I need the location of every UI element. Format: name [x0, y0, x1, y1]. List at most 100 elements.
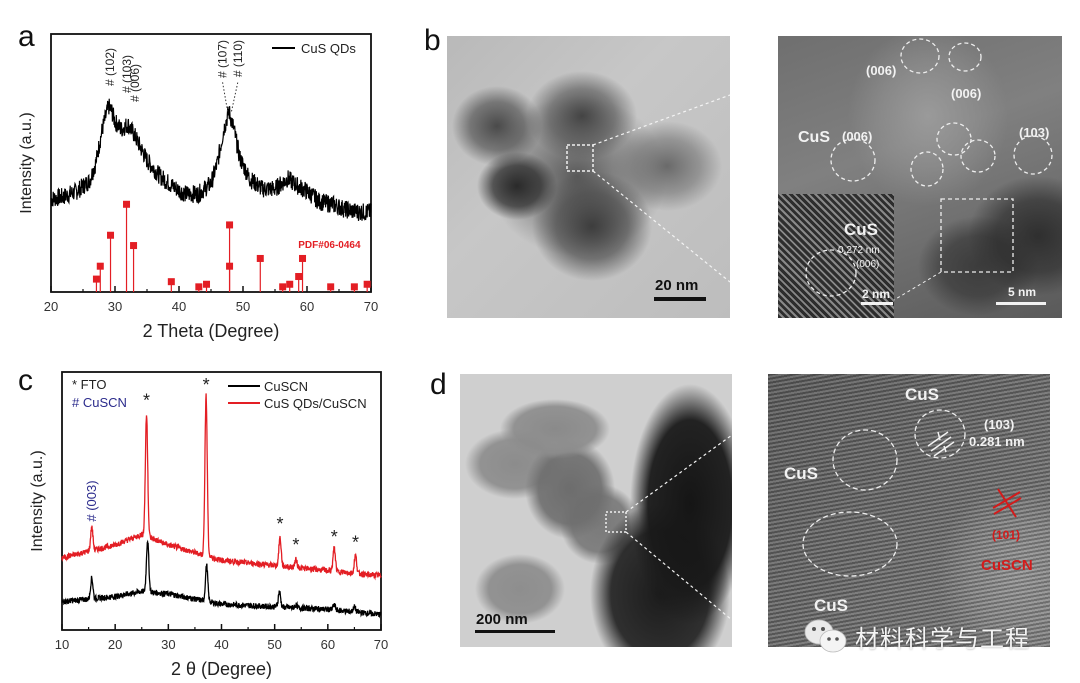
reference-peak-marker — [363, 280, 371, 288]
plane-label-006-main: (006) — [842, 129, 873, 144]
reference-peak-marker — [167, 278, 175, 286]
series-line — [50, 98, 372, 221]
y-axis-label: Intensity (a.u.) — [18, 112, 35, 213]
cus-label-bottom: CuS — [814, 596, 848, 615]
scale-bar-label: 20 nm — [655, 277, 699, 294]
xrd-plot-c: 10 20 30 40 50 60 70 2 θ (Degree) Intensity (a.u… — [29, 371, 388, 679]
plot-frame — [50, 33, 372, 293]
fto-peak-marker: * — [292, 535, 299, 555]
panel-label-b: b — [424, 24, 441, 57]
panel-label-a: a — [18, 20, 35, 53]
reference-peak-marker — [299, 254, 307, 262]
scale-bar — [996, 302, 1046, 305]
plane-label-006-top-right: (006) — [951, 86, 982, 101]
scale-bar-label: 5 nm — [1008, 285, 1037, 299]
scale-bar — [654, 297, 706, 301]
peak-annotation: # (107) — [216, 40, 230, 78]
x-tick-label: 50 — [236, 299, 250, 314]
inset-scale-bar-label: 2 nm — [862, 287, 891, 301]
reference-peak-marker — [130, 242, 138, 250]
hrtem-image-cus: (006) (006) CuS (006) (103) CuS 0.272 nm… — [778, 36, 1062, 318]
inset-scale-bar — [861, 302, 893, 305]
fto-peak-marker: * — [203, 375, 210, 395]
reference-label: PDF#06-0464 — [298, 240, 361, 251]
lattice-annotations — [802, 409, 1022, 577]
cus-label: CuS — [798, 129, 830, 146]
plane-label-103: (103) — [984, 417, 1015, 432]
peak-annotation: # (110) — [231, 40, 245, 77]
reference-peak-marker — [226, 262, 234, 270]
fto-peak-marker: * — [143, 390, 150, 410]
panel-label-d: d — [430, 368, 447, 401]
reference-peak-marker — [295, 273, 303, 281]
plane-label-006-top-left: (006) — [866, 63, 897, 78]
peak-annotation: # (103) — [120, 55, 134, 93]
legend-label: CuS QDs — [301, 41, 356, 56]
lattice-annotations — [805, 38, 1053, 301]
reference-peak-marker — [350, 283, 358, 291]
xrd-plot-a: 20 30 40 50 60 70 2 Theta (Degree) Intensity (a… — [18, 33, 378, 341]
fto-peak-marker: * — [331, 527, 338, 547]
cus-label-top: CuS — [905, 385, 939, 404]
x-tick-label: 20 — [108, 637, 122, 652]
reference-peak-marker — [286, 280, 294, 288]
x-tick-label: 70 — [364, 299, 378, 314]
peak-annotation: # (003) — [84, 480, 99, 521]
reference-peak-marker — [279, 283, 287, 291]
x-tick-label: 30 — [108, 299, 122, 314]
reference-peak-marker — [226, 221, 234, 229]
reference-peak-marker — [195, 283, 203, 291]
panel-label-c: c — [18, 364, 33, 397]
scale-bar — [475, 630, 555, 633]
lattice-spacing-label: 0.281 nm — [969, 434, 1025, 449]
x-tick-label: 60 — [321, 637, 335, 652]
x-tick-label: 20 — [44, 299, 58, 314]
reference-peak-marker — [96, 262, 104, 270]
x-tick-label: 70 — [374, 637, 388, 652]
wechat-icon — [804, 619, 847, 653]
hrtem-image-cus-cuscn: CuS (103) 0.281 nm CuS (101) CuSCN CuS — [768, 374, 1050, 647]
x-tick-label: 60 — [300, 299, 314, 314]
xrd-chart-cus-qds: 20 30 40 50 60 70 2 Theta (Degree) Intensity (a… — [0, 0, 400, 345]
inset-cus-label: CuS — [844, 220, 878, 239]
marker-legend-cuscn: # CuSCN — [72, 395, 127, 410]
fto-peak-marker: * — [276, 514, 283, 534]
reference-peak-marker — [107, 231, 115, 239]
inset-plane-label: (006) — [856, 259, 880, 270]
plane-label-103: (103) — [1019, 125, 1050, 140]
tem-image-cuscn-overview: 200 nm — [460, 374, 732, 647]
reference-peak-marker — [123, 200, 131, 208]
selection-box — [566, 144, 594, 172]
x-tick-label: 40 — [214, 637, 228, 652]
xrd-chart-cuscn: 10 20 30 40 50 60 70 2 θ (Degree) Intensity (a.u… — [0, 345, 400, 683]
series-line — [61, 393, 382, 581]
cuscn-label: CuSCN — [981, 557, 1033, 574]
x-tick-label: 30 — [161, 637, 175, 652]
marker-legend-fto: * FTO — [72, 377, 106, 392]
cus-label-left: CuS — [784, 464, 818, 483]
reference-peak-marker — [92, 275, 100, 283]
x-axis-label: 2 θ (Degree) — [171, 659, 272, 679]
cuscn-plane-label: (101) — [992, 528, 1021, 542]
watermark-text: 材料科学与工程 — [855, 624, 1030, 653]
watermark: 材料科学与工程 — [803, 618, 1030, 654]
peak-annotation: # (006) — [128, 64, 142, 102]
fto-peak-marker: * — [352, 532, 359, 552]
hrtem-inset — [778, 194, 894, 318]
x-tick-label: 10 — [55, 637, 69, 652]
y-axis-label: Intensity (a.u.) — [29, 450, 46, 551]
x-tick-label: 50 — [267, 637, 281, 652]
selection-box — [605, 511, 627, 533]
x-axis-label: 2 Theta (Degree) — [143, 321, 280, 341]
x-tick-label: 40 — [172, 299, 186, 314]
legend-label: CuSCN — [264, 379, 308, 394]
legend-label: CuS QDs/CuSCN — [264, 396, 367, 411]
tem-image-cus-overview: 20 nm — [447, 36, 730, 318]
reference-peak-marker — [256, 254, 264, 262]
scale-bar-label: 200 nm — [476, 611, 528, 628]
inset-spacing-label: 0.272 nm — [838, 245, 880, 256]
reference-peak-marker — [327, 283, 335, 291]
series-line — [61, 539, 382, 619]
peak-annotation: # (102) — [103, 48, 117, 86]
reference-peak-marker — [203, 280, 211, 288]
